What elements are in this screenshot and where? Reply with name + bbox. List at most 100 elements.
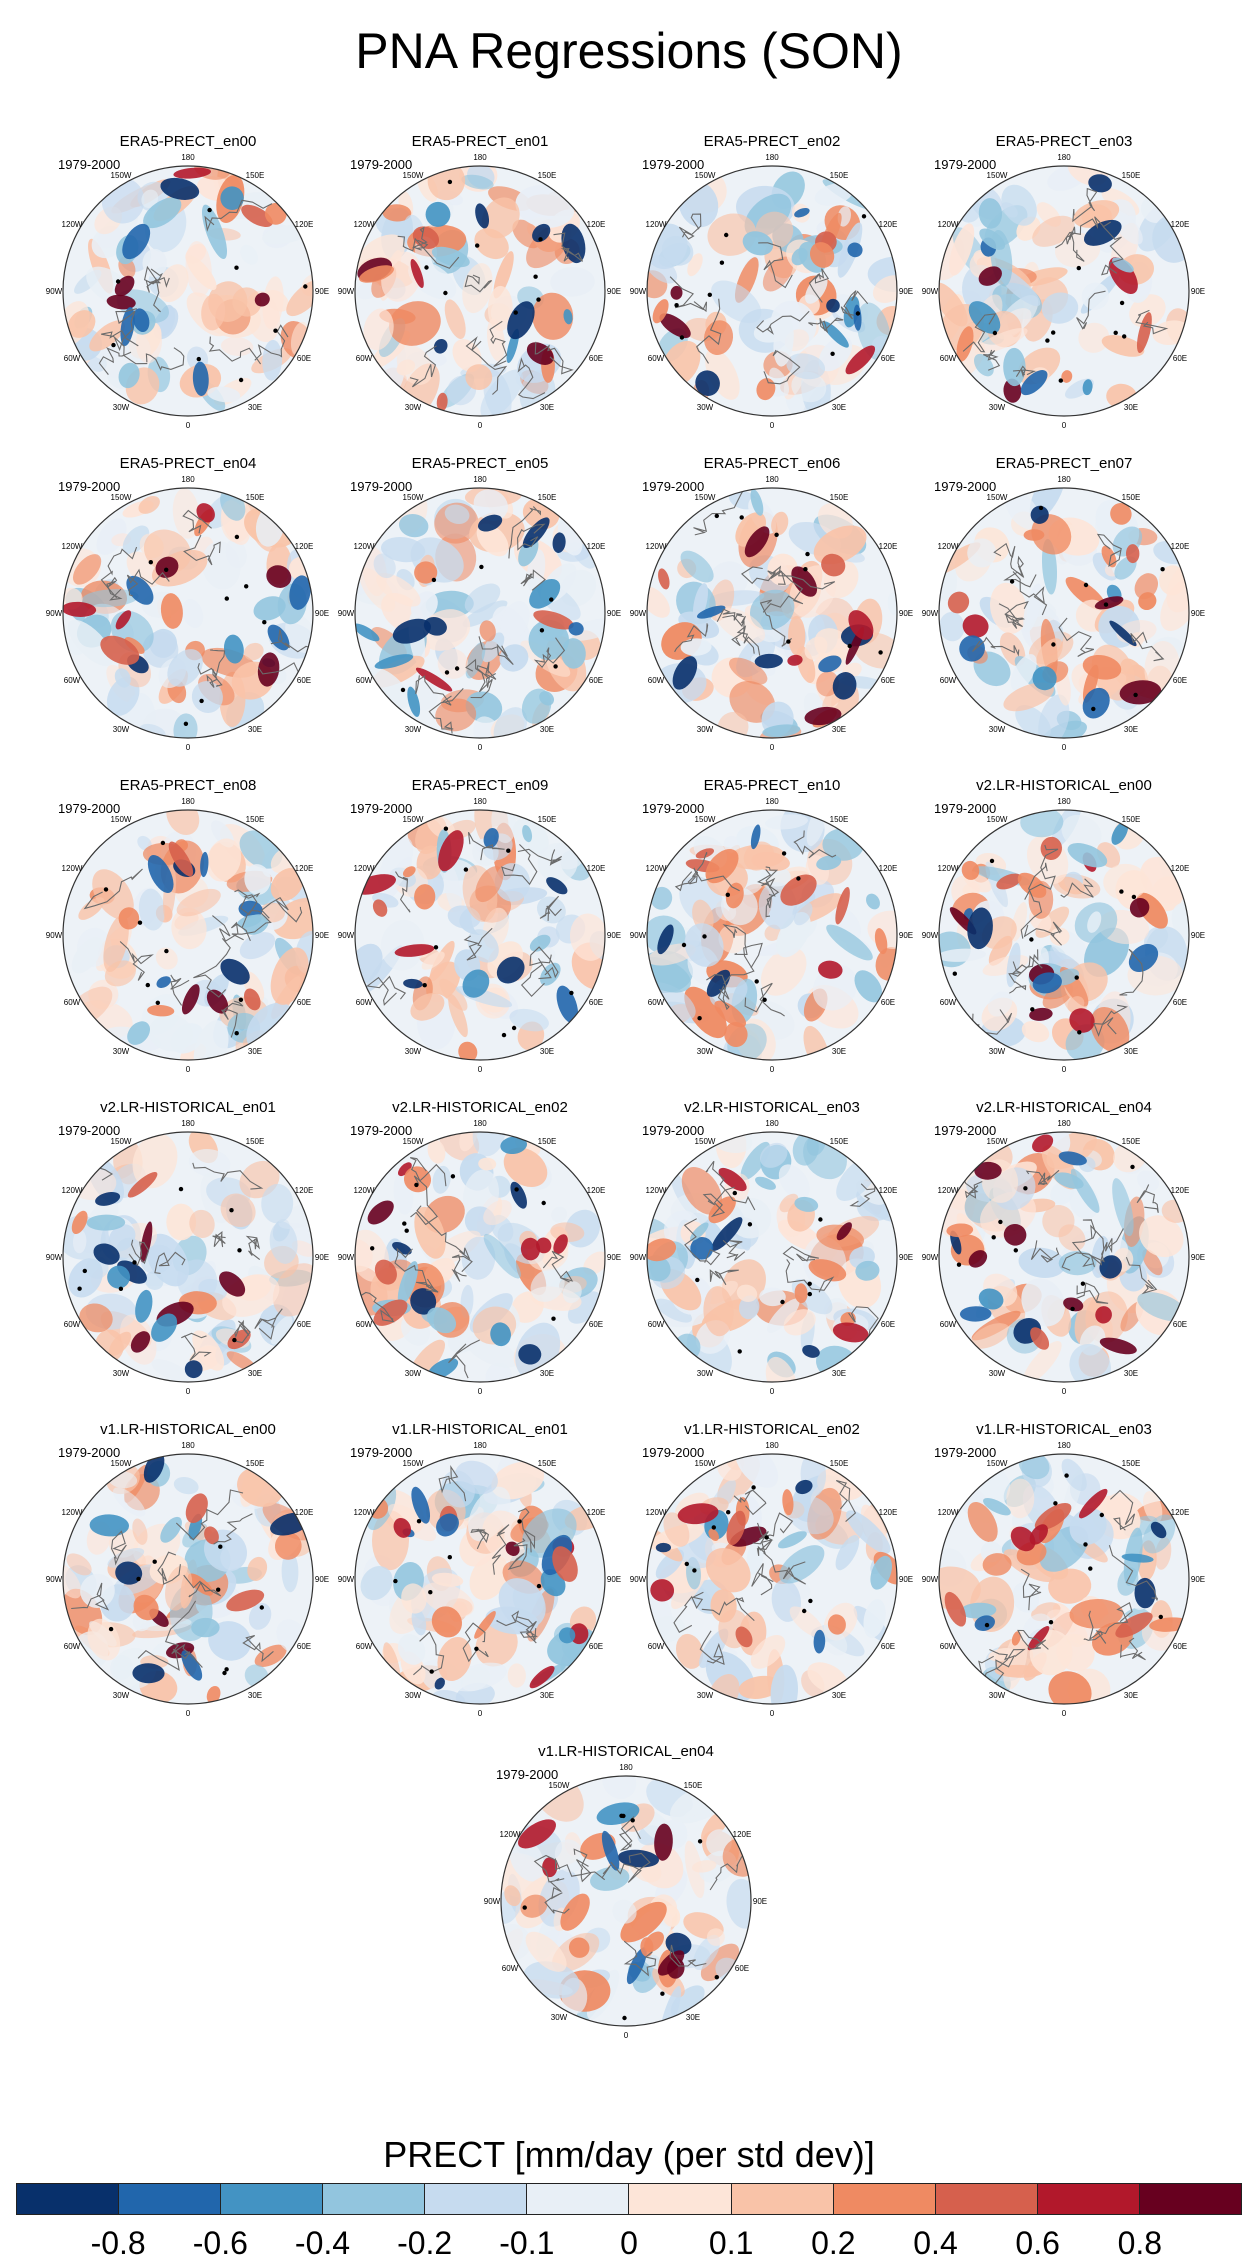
longitude-label: 60E bbox=[1173, 1642, 1187, 1651]
longitude-label: 90E bbox=[1191, 1253, 1205, 1262]
longitude-label: 60E bbox=[297, 354, 311, 363]
longitude-label: 150E bbox=[538, 815, 557, 824]
polar-map: 180 150E 120E 90E 60E 30E 0 30W 60W 90W 120W 150W bbox=[922, 1119, 1205, 1396]
longitude-label: 120E bbox=[587, 864, 606, 873]
precip-anomaly-field bbox=[63, 166, 313, 416]
longitude-label: 180 bbox=[1057, 475, 1071, 484]
longitude-label: 150E bbox=[1122, 493, 1141, 502]
longitude-label: 120E bbox=[879, 220, 898, 229]
longitude-label: 150E bbox=[1122, 1137, 1141, 1146]
precip-anomaly-field bbox=[355, 1454, 605, 1704]
longitude-label: 60W bbox=[64, 354, 81, 363]
longitude-label: 60W bbox=[940, 354, 957, 363]
longitude-label: 0 bbox=[478, 743, 483, 752]
longitude-label: 90W bbox=[630, 1253, 647, 1262]
longitude-label: 120E bbox=[733, 1830, 752, 1839]
panel-period-label: 1979-2000 bbox=[934, 1445, 997, 1460]
longitude-label: 90W bbox=[46, 609, 63, 618]
longitude-label: 120W bbox=[938, 1186, 959, 1195]
panel-title: ERA5-PRECT_en08 bbox=[119, 777, 257, 794]
longitude-label: 150W bbox=[549, 1781, 570, 1790]
longitude-label: 60E bbox=[589, 998, 603, 1007]
precip-anomaly-field bbox=[355, 166, 605, 416]
longitude-label: 120W bbox=[646, 220, 667, 229]
colorbar-tick-label: 0.2 bbox=[811, 2225, 856, 2261]
precip-anomaly-field bbox=[63, 1132, 313, 1382]
longitude-label: 0 bbox=[478, 1709, 483, 1718]
longitude-label: 150E bbox=[1122, 1459, 1141, 1468]
panel-title: v2.LR-HISTORICAL_en04 bbox=[976, 1099, 1152, 1116]
longitude-label: 0 bbox=[186, 421, 191, 430]
precip-anomaly-field bbox=[939, 1454, 1189, 1704]
longitude-label: 120W bbox=[500, 1830, 521, 1839]
longitude-label: 120W bbox=[646, 542, 667, 551]
longitude-label: 120W bbox=[62, 542, 83, 551]
longitude-label: 90E bbox=[753, 1897, 767, 1906]
longitude-label: 60E bbox=[735, 1964, 749, 1973]
longitude-label: 150W bbox=[403, 815, 424, 824]
longitude-label: 30W bbox=[551, 2013, 568, 2022]
map-panel: ERA5-PRECT_en00 1979-2000 180 150E 120E 90E 60… bbox=[46, 133, 329, 433]
longitude-label: 90E bbox=[315, 609, 329, 618]
longitude-label: 30W bbox=[405, 1047, 422, 1056]
longitude-label: 120W bbox=[62, 1186, 83, 1195]
longitude-label: 0 bbox=[770, 743, 775, 752]
longitude-label: 180 bbox=[765, 153, 779, 162]
longitude-label: 150E bbox=[246, 493, 265, 502]
polar-map: 180 150E 120E 90E 60E 30E 0 30W 60W 90W 120W 150W bbox=[630, 475, 913, 752]
polar-map: 180 150E 120E 90E 60E 30E 0 30W 60W 90W 120W 150W bbox=[630, 797, 913, 1074]
panel-period-label: 1979-2000 bbox=[58, 157, 121, 172]
longitude-label: 120W bbox=[62, 220, 83, 229]
precip-anomaly-field bbox=[355, 810, 605, 1060]
longitude-label: 30W bbox=[405, 1369, 422, 1378]
colorbar-tick-label: -0.8 bbox=[90, 2225, 146, 2261]
longitude-label: 120W bbox=[938, 864, 959, 873]
colorbar-swatch bbox=[629, 2184, 732, 2214]
longitude-label: 150E bbox=[830, 171, 849, 180]
longitude-label: 150E bbox=[246, 171, 265, 180]
longitude-label: 60E bbox=[589, 354, 603, 363]
longitude-label: 30E bbox=[1124, 1369, 1138, 1378]
colorbar bbox=[16, 2183, 1242, 2215]
longitude-label: 30W bbox=[989, 1369, 1006, 1378]
longitude-label: 150E bbox=[538, 493, 557, 502]
panel-title: ERA5-PRECT_en09 bbox=[411, 777, 549, 794]
longitude-label: 180 bbox=[765, 797, 779, 806]
longitude-label: 180 bbox=[473, 153, 487, 162]
longitude-label: 150E bbox=[538, 1459, 557, 1468]
polar-map: 180 150E 120E 90E 60E 30E 0 30W 60W 90W 120W 150W bbox=[338, 797, 621, 1074]
longitude-label: 180 bbox=[1057, 153, 1071, 162]
longitude-label: 90W bbox=[338, 287, 355, 296]
longitude-label: 180 bbox=[765, 1119, 779, 1128]
longitude-label: 0 bbox=[770, 1709, 775, 1718]
precip-anomaly-field bbox=[63, 1454, 313, 1704]
longitude-label: 150E bbox=[830, 1137, 849, 1146]
polar-map: 180 150E 120E 90E 60E 30E 0 30W 60W 90W 120W 150W bbox=[46, 153, 329, 430]
panel-period-label: 1979-2000 bbox=[642, 801, 705, 816]
panel-period-label: 1979-2000 bbox=[350, 157, 413, 172]
colorbar-swatch bbox=[1139, 2184, 1241, 2214]
longitude-label: 90E bbox=[899, 1575, 913, 1584]
colorbar-swatch bbox=[1037, 2184, 1140, 2214]
longitude-label: 90W bbox=[338, 931, 355, 940]
longitude-label: 90W bbox=[922, 287, 939, 296]
colorbar-swatch bbox=[731, 2184, 834, 2214]
longitude-label: 0 bbox=[186, 743, 191, 752]
map-panel: v2.LR-HISTORICAL_en03 1979-2000 180 150E 120… bbox=[630, 1099, 913, 1399]
longitude-label: 0 bbox=[1062, 743, 1067, 752]
longitude-label: 30E bbox=[832, 1047, 846, 1056]
longitude-label: 120E bbox=[295, 220, 314, 229]
longitude-label: 0 bbox=[478, 1387, 483, 1396]
longitude-label: 30W bbox=[697, 1369, 714, 1378]
longitude-label: 0 bbox=[186, 1387, 191, 1396]
longitude-label: 180 bbox=[181, 797, 195, 806]
longitude-label: 120E bbox=[879, 1508, 898, 1517]
colorbar-tick-label: -0.4 bbox=[294, 2225, 351, 2261]
longitude-label: 60W bbox=[648, 1642, 665, 1651]
longitude-label: 0 bbox=[478, 1065, 483, 1074]
longitude-label: 150E bbox=[830, 815, 849, 824]
longitude-label: 90W bbox=[630, 609, 647, 618]
longitude-label: 120W bbox=[938, 220, 959, 229]
precip-anomaly-field bbox=[63, 810, 313, 1060]
longitude-label: 90E bbox=[607, 1253, 621, 1262]
